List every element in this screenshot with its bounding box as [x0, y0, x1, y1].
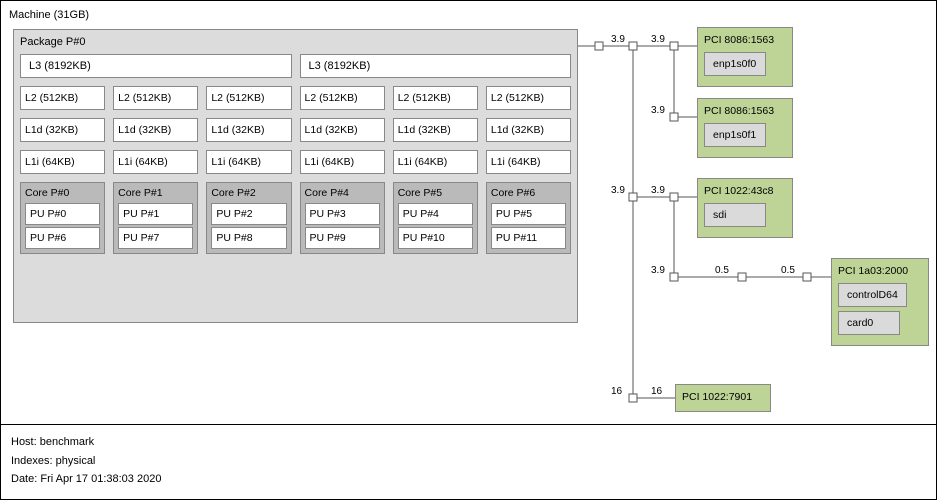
l1i-cache: L1i (64KB)	[113, 150, 198, 174]
link-speed-label: 3.9	[611, 185, 625, 196]
l1d-cache: L1d (32KB)	[206, 118, 291, 142]
l2-row: L2 (512KB) L2 (512KB) L2 (512KB) L2 (512…	[20, 86, 571, 110]
link-speed-label: 3.9	[651, 34, 665, 45]
pu-box: PU P#6	[25, 227, 100, 249]
core-label: Core P#4	[305, 187, 380, 199]
l1i-cache: L1i (64KB)	[206, 150, 291, 174]
core-label: Core P#5	[398, 187, 473, 199]
l1i-cache: L1i (64KB)	[300, 150, 385, 174]
pci-device-label: PCI 8086:1563	[704, 105, 786, 117]
footer-indexes: Indexes: physical	[11, 452, 926, 471]
pu-box: PU P#0	[25, 203, 100, 225]
link-speed-label: 0.5	[715, 265, 729, 276]
l1d-cache: L1d (32KB)	[300, 118, 385, 142]
l3-row: L3 (8192KB) L3 (8192KB)	[20, 54, 571, 78]
main-area: Machine (31GB) Package P#0 L3 (8192KB) L…	[1, 1, 936, 425]
l1i-row: L1i (64KB) L1i (64KB) L1i (64KB) L1i (64…	[20, 150, 571, 174]
footer: Host: benchmark Indexes: physical Date: …	[1, 425, 936, 497]
pci-device-box: PCI 1a03:2000 controlD64 card0	[831, 258, 929, 346]
pci-device-label: PCI 1022:7901	[682, 391, 764, 403]
l2-cache: L2 (512KB)	[486, 86, 571, 110]
link-speed-label: 3.9	[651, 185, 665, 196]
pci-device-box: PCI 8086:1563 enp1s0f1	[697, 98, 793, 158]
l1i-cache: L1i (64KB)	[486, 150, 571, 174]
l1i-cache: L1i (64KB)	[20, 150, 105, 174]
core-label: Core P#2	[211, 187, 286, 199]
core-label: Core P#6	[491, 187, 566, 199]
pci-device-box: PCI 1022:7901	[675, 384, 771, 412]
l3-cache: L3 (8192KB)	[20, 54, 292, 78]
pci-device-label: PCI 1a03:2000	[838, 265, 922, 277]
link-speed-label: 3.9	[611, 34, 625, 45]
l1d-row: L1d (32KB) L1d (32KB) L1d (32KB) L1d (32…	[20, 118, 571, 142]
machine-label: Machine (31GB)	[9, 9, 89, 21]
pci-device-box: PCI 1022:43c8 sdi	[697, 178, 793, 238]
topology-root: Machine (31GB) Package P#0 L3 (8192KB) L…	[0, 0, 937, 500]
core-label: Core P#1	[118, 187, 193, 199]
package-box: Package P#0 L3 (8192KB) L3 (8192KB) L2 (…	[13, 29, 578, 323]
os-device: enp1s0f0	[704, 52, 766, 76]
l2-cache: L2 (512KB)	[20, 86, 105, 110]
pu-box: PU P#2	[211, 203, 286, 225]
l1d-cache: L1d (32KB)	[393, 118, 478, 142]
os-device: sdi	[704, 203, 766, 227]
core-box: Core P#4 PU P#3 PU P#9	[300, 182, 385, 254]
l2-cache: L2 (512KB)	[206, 86, 291, 110]
link-speed-label: 16	[611, 386, 622, 397]
link-speed-label: 3.9	[651, 265, 665, 276]
pci-device-label: PCI 8086:1563	[704, 34, 786, 46]
pu-box: PU P#9	[305, 227, 380, 249]
package-label: Package P#0	[20, 36, 571, 48]
l2-cache: L2 (512KB)	[393, 86, 478, 110]
core-label: Core P#0	[25, 187, 100, 199]
core-row: Core P#0 PU P#0 PU P#6 Core P#1 PU P#1 P…	[20, 182, 571, 254]
core-box: Core P#2 PU P#2 PU P#8	[206, 182, 291, 254]
l1d-cache: L1d (32KB)	[20, 118, 105, 142]
l1i-cache: L1i (64KB)	[393, 150, 478, 174]
pu-box: PU P#7	[118, 227, 193, 249]
pu-box: PU P#3	[305, 203, 380, 225]
pu-box: PU P#1	[118, 203, 193, 225]
footer-date: Date: Fri Apr 17 01:38:03 2020	[11, 470, 926, 489]
pu-box: PU P#11	[491, 227, 566, 249]
pu-box: PU P#4	[398, 203, 473, 225]
os-device: enp1s0f1	[704, 123, 766, 147]
pci-device-label: PCI 1022:43c8	[704, 185, 786, 197]
link-speed-label: 3.9	[651, 105, 665, 116]
link-speed-label: 0.5	[781, 265, 795, 276]
core-box: Core P#1 PU P#1 PU P#7	[113, 182, 198, 254]
l1d-cache: L1d (32KB)	[113, 118, 198, 142]
core-box: Core P#6 PU P#5 PU P#11	[486, 182, 571, 254]
l3-cache: L3 (8192KB)	[300, 54, 572, 78]
link-speed-label: 16	[651, 386, 662, 397]
pci-device-box: PCI 8086:1563 enp1s0f0	[697, 27, 793, 87]
footer-host: Host: benchmark	[11, 433, 926, 452]
machine-box: Machine (31GB) Package P#0 L3 (8192KB) L…	[7, 7, 930, 419]
os-device: controlD64	[838, 283, 907, 307]
l2-cache: L2 (512KB)	[300, 86, 385, 110]
pu-box: PU P#8	[211, 227, 286, 249]
l1d-cache: L1d (32KB)	[486, 118, 571, 142]
l2-cache: L2 (512KB)	[113, 86, 198, 110]
os-device: card0	[838, 311, 900, 335]
core-box: Core P#5 PU P#4 PU P#10	[393, 182, 478, 254]
core-box: Core P#0 PU P#0 PU P#6	[20, 182, 105, 254]
pu-box: PU P#5	[491, 203, 566, 225]
pu-box: PU P#10	[398, 227, 473, 249]
